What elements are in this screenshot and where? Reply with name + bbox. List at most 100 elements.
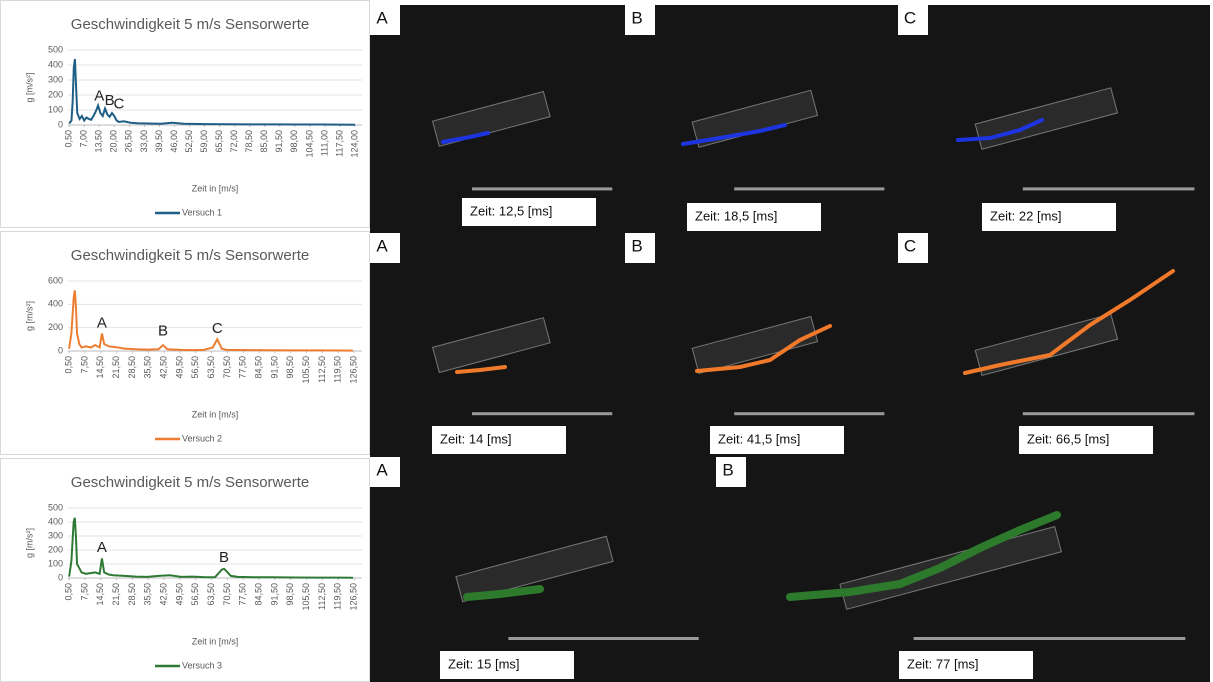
y-tick-label: 0 bbox=[58, 119, 63, 129]
panel-time: Zeit: 22 [ms] bbox=[990, 208, 1062, 223]
y-tick-label: 600 bbox=[48, 275, 63, 285]
chart-frame bbox=[1, 232, 370, 455]
x-tick-label: 28,50 bbox=[127, 583, 137, 606]
y-tick-label: 100 bbox=[48, 104, 63, 114]
panel-time: Zeit: 18,5 [ms] bbox=[695, 208, 777, 223]
panel-letter: C bbox=[904, 8, 916, 27]
x-tick-label: 63,50 bbox=[206, 356, 216, 379]
panel-letter: C bbox=[904, 236, 916, 255]
x-tick-label: 42,50 bbox=[158, 356, 168, 379]
x-tick-label: 124,00 bbox=[349, 130, 359, 158]
panel-letter: B bbox=[631, 236, 642, 255]
y-axis-label: g [m/s²] bbox=[24, 528, 34, 558]
x-tick-label: 98,50 bbox=[285, 356, 295, 379]
annotation: B bbox=[219, 549, 229, 566]
x-tick-label: 91,50 bbox=[269, 583, 279, 606]
y-tick-label: 0 bbox=[58, 345, 63, 355]
x-tick-label: 14,50 bbox=[95, 356, 105, 379]
x-tick-label: 0,50 bbox=[64, 130, 74, 148]
x-tick-label: 70,50 bbox=[222, 583, 232, 606]
x-tick-label: 56,50 bbox=[190, 583, 200, 606]
rail bbox=[472, 187, 612, 190]
photo-panel: B Zeit: 18,5 [ms] bbox=[625, 5, 898, 233]
x-tick-label: 126,50 bbox=[348, 583, 358, 611]
panel-time: Zeit: 77 [ms] bbox=[907, 656, 979, 671]
x-tick-label: 59,00 bbox=[199, 130, 209, 153]
x-tick-label: 104,50 bbox=[304, 130, 314, 158]
legend-label: Versuch 3 bbox=[182, 660, 222, 670]
x-tick-label: 78,50 bbox=[244, 130, 254, 153]
x-tick-label: 26,50 bbox=[124, 130, 134, 153]
photo-panel: B Zeit: 41,5 [ms] bbox=[625, 233, 898, 457]
x-tick-label: 33,00 bbox=[139, 130, 149, 153]
x-tick-label: 70,50 bbox=[222, 356, 232, 379]
rail bbox=[508, 637, 698, 640]
x-tick-label: 7,00 bbox=[79, 130, 89, 148]
y-axis-label: g [m/s²] bbox=[24, 301, 34, 331]
photo-panel: A Zeit: 14 [ms] bbox=[370, 233, 625, 457]
y-tick-label: 400 bbox=[48, 516, 63, 526]
x-tick-label: 21,50 bbox=[111, 583, 121, 606]
panel-time: Zeit: 14 [ms] bbox=[440, 431, 512, 446]
x-tick-label: 72,00 bbox=[229, 130, 239, 153]
x-tick-label: 98,00 bbox=[289, 130, 299, 153]
legend-label: Versuch 2 bbox=[182, 433, 222, 443]
photo-panel: AZeit: 12,5 [ms] bbox=[370, 5, 625, 233]
x-tick-label: 65,50 bbox=[214, 130, 224, 153]
rail bbox=[734, 187, 884, 190]
x-tick-label: 49,50 bbox=[174, 356, 184, 379]
annotation: C bbox=[114, 96, 125, 113]
x-tick-label: 111,00 bbox=[319, 130, 329, 156]
x-tick-label: 105,50 bbox=[301, 356, 311, 384]
rail bbox=[914, 637, 1186, 640]
x-tick-label: 52,50 bbox=[184, 130, 194, 153]
chart: Geschwindigkeit 5 m/s Sensorwerte 0 100 200… bbox=[1, 459, 370, 682]
photo-panel: C Zeit: 22 [ms] bbox=[898, 5, 1210, 233]
panel-letter: B bbox=[631, 8, 642, 27]
x-tick-label: 91,50 bbox=[269, 356, 279, 379]
x-tick-label: 21,50 bbox=[111, 356, 121, 379]
chart-title: Geschwindigkeit 5 m/s Sensorwerte bbox=[71, 247, 309, 264]
annotation: A bbox=[97, 314, 107, 331]
x-tick-label: 35,50 bbox=[143, 583, 153, 606]
x-axis-label: Zeit in [m/s] bbox=[192, 636, 239, 646]
chart: Geschwindigkeit 5 m/s Sensorwerte0100200… bbox=[1, 1, 370, 228]
chart: Geschwindigkeit 5 m/s Sensorwerte0200400… bbox=[1, 232, 370, 455]
x-tick-label: 13,50 bbox=[94, 130, 104, 153]
panel-time: Zeit: 12,5 [ms] bbox=[470, 203, 552, 218]
x-tick-label: 39,50 bbox=[154, 130, 164, 153]
x-tick-label: 0,50 bbox=[64, 356, 74, 374]
x-tick-label: 126,50 bbox=[348, 356, 358, 384]
panel-letter: A bbox=[376, 236, 388, 255]
x-tick-label: 112,50 bbox=[317, 583, 327, 610]
y-axis-label: g [m/s²] bbox=[24, 72, 34, 102]
panel-time: Zeit: 41,5 [ms] bbox=[718, 431, 800, 446]
y-tick-label: 400 bbox=[48, 299, 63, 309]
y-tick-label: 500 bbox=[48, 44, 63, 54]
chart-title: Geschwindigkeit 5 m/s Sensorwerte bbox=[71, 474, 309, 491]
x-tick-label: 49,50 bbox=[174, 583, 184, 606]
annotation: A bbox=[94, 87, 104, 104]
x-tick-label: 84,50 bbox=[253, 356, 263, 379]
x-tick-label: 112,50 bbox=[317, 356, 327, 383]
rail bbox=[734, 412, 884, 415]
chart-frame bbox=[1, 459, 370, 682]
y-tick-label: 200 bbox=[48, 544, 63, 554]
chart-title: Geschwindigkeit 5 m/s Sensorwerte bbox=[71, 16, 309, 33]
x-tick-label: 63,50 bbox=[206, 583, 216, 606]
x-tick-label: 85,00 bbox=[259, 130, 269, 153]
x-axis-label: Zeit in [m/s] bbox=[192, 183, 239, 193]
panel-time: Zeit: 15 [ms] bbox=[448, 656, 520, 671]
x-tick-label: 28,50 bbox=[127, 356, 137, 379]
figure: Geschwindigkeit 5 m/s Sensorwerte 0 100 200… bbox=[0, 0, 1213, 682]
y-tick-label: 0 bbox=[58, 572, 63, 582]
y-tick-label: 400 bbox=[48, 59, 63, 69]
x-tick-label: 56,50 bbox=[190, 356, 200, 379]
panel-letter: B bbox=[722, 460, 733, 479]
x-tick-label: 7,50 bbox=[79, 583, 89, 601]
y-tick-label: 300 bbox=[48, 530, 63, 540]
y-tick-label: 100 bbox=[48, 558, 63, 568]
x-tick-label: 119,50 bbox=[333, 583, 343, 610]
y-tick-label: 300 bbox=[48, 74, 63, 84]
